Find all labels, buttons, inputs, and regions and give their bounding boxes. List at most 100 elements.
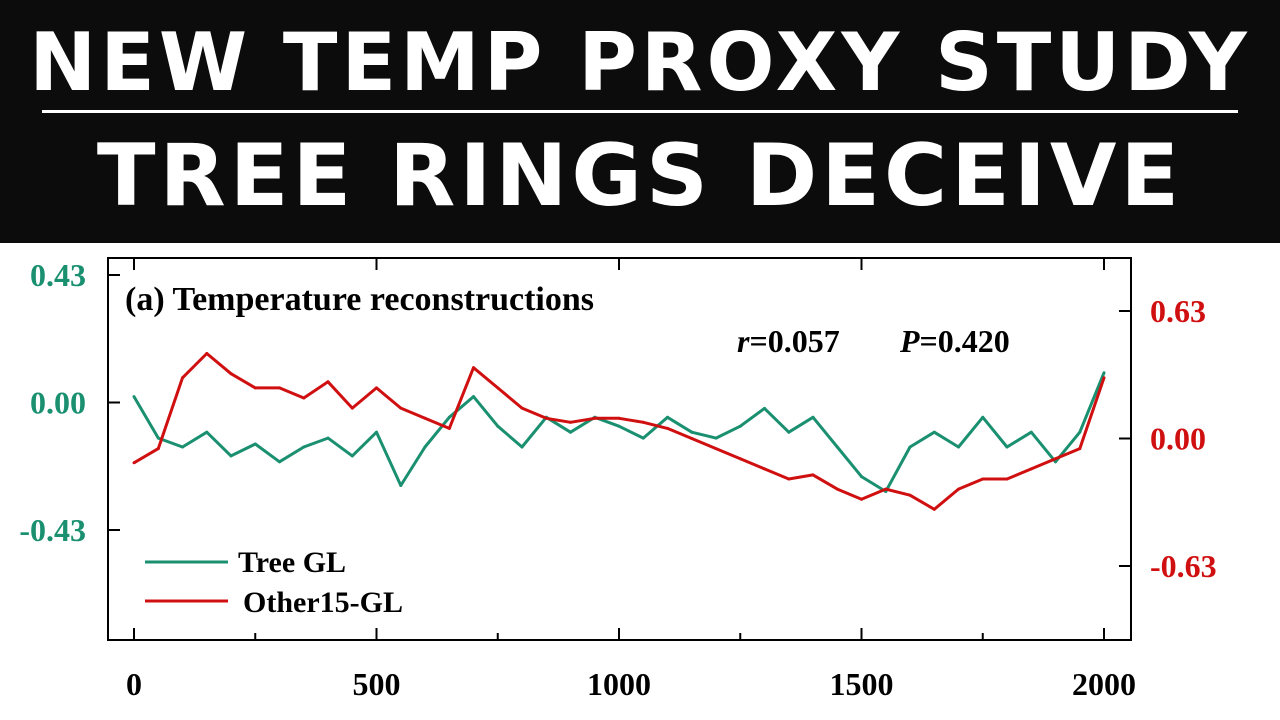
data-point	[399, 406, 403, 410]
data-point	[908, 445, 912, 449]
left-tick-label-2: -0.43	[19, 512, 86, 548]
headline-banner: NEW TEMP PROXY STUDY TREE RINGS DECEIVE	[0, 0, 1280, 243]
data-point	[714, 447, 718, 451]
data-point	[957, 445, 960, 449]
data-point	[181, 445, 184, 449]
x-tick-label-3: 1500	[830, 666, 894, 702]
data-point	[932, 430, 936, 434]
data-point	[1029, 467, 1033, 471]
legend: Tree GL Other15-GL	[145, 546, 403, 619]
x-tick-label-0: 0	[126, 666, 142, 702]
data-point	[641, 436, 645, 440]
data-point	[617, 424, 621, 428]
data-point	[569, 430, 572, 434]
stat-p: P=0.420	[899, 323, 1010, 359]
legend-label-other: Other15-GL	[243, 586, 403, 619]
right-tick-label-2: -0.63	[1150, 548, 1217, 584]
data-point	[617, 416, 621, 420]
data-point	[326, 380, 330, 384]
data-point	[738, 424, 742, 428]
data-point	[302, 396, 306, 400]
data-point	[1078, 447, 1082, 451]
data-point	[132, 461, 136, 465]
temperature-chart: 0 500 1000 1500 2000 0.43 0.00 -0.43 0.63 0.00 -0.…	[19, 257, 1217, 702]
data-point	[496, 386, 500, 390]
data-point	[787, 430, 791, 434]
data-point	[253, 442, 257, 446]
data-point	[1005, 445, 1009, 449]
stat-p-label: P	[899, 323, 920, 359]
x-tick-label-2: 1000	[587, 666, 651, 702]
data-point	[714, 436, 718, 440]
data-point	[860, 497, 863, 501]
x-tick-label-1: 500	[353, 666, 401, 702]
data-point	[738, 457, 742, 461]
stat-p-value: =0.420	[920, 323, 1010, 359]
data-point	[1005, 477, 1009, 481]
data-point	[1078, 430, 1082, 434]
data-point	[1029, 430, 1033, 434]
data-point	[957, 487, 960, 491]
x-tick-label-4: 2000	[1072, 666, 1136, 702]
data-point	[447, 415, 451, 419]
data-point	[641, 420, 645, 424]
data-point	[229, 454, 233, 458]
data-point	[690, 430, 694, 434]
series-line-other15-gl	[133, 352, 1106, 511]
data-point	[520, 406, 524, 410]
data-point	[860, 475, 863, 479]
data-point	[666, 415, 669, 419]
data-point	[1102, 376, 1106, 380]
data-point	[181, 376, 184, 380]
data-point	[544, 416, 548, 420]
data-point	[156, 436, 160, 440]
data-point	[472, 366, 475, 370]
data-point	[496, 424, 500, 428]
headline-line-1: NEW TEMP PROXY STUDY	[29, 16, 1251, 109]
headline-divider	[42, 110, 1238, 113]
series-line-tree-gl	[132, 372, 1106, 493]
data-point	[302, 445, 306, 449]
data-point	[472, 395, 475, 399]
data-point	[1054, 460, 1057, 464]
data-point	[229, 372, 233, 376]
data-point	[253, 386, 257, 390]
panel-title: (a) Temperature reconstructions	[125, 281, 594, 318]
data-point	[787, 477, 791, 481]
data-point	[350, 454, 354, 458]
data-point	[375, 386, 378, 390]
data-point	[908, 493, 912, 497]
data-point	[932, 507, 936, 511]
data-point	[278, 386, 281, 390]
stat-r: r=0.057	[737, 323, 840, 359]
data-point	[884, 487, 888, 491]
data-point	[399, 484, 403, 487]
data-point	[205, 430, 209, 434]
data-point	[205, 352, 209, 355]
data-point	[981, 477, 985, 481]
data-point	[423, 445, 427, 449]
data-point	[423, 416, 427, 420]
right-tick-label-0: 0.63	[1150, 293, 1206, 329]
data-point	[1102, 371, 1106, 375]
data-point	[375, 430, 378, 434]
data-point	[763, 467, 766, 471]
data-point	[156, 447, 160, 451]
stat-r-value: =0.057	[749, 323, 839, 359]
data-point	[569, 420, 572, 424]
data-point	[690, 437, 694, 440]
data-point	[447, 426, 451, 430]
headline-line-2: TREE RINGS DECEIVE	[96, 126, 1184, 226]
data-point	[835, 487, 839, 491]
data-point	[132, 395, 136, 399]
data-point	[763, 406, 766, 410]
data-point	[520, 445, 524, 449]
data-point	[326, 436, 330, 440]
data-point	[1054, 457, 1057, 461]
stat-r-label: r	[737, 323, 750, 359]
data-point	[666, 426, 669, 430]
left-tick-label-1: 0.00	[30, 385, 86, 421]
data-point	[350, 406, 354, 410]
data-point	[835, 445, 839, 449]
left-tick-label-0: 0.43	[30, 257, 86, 293]
